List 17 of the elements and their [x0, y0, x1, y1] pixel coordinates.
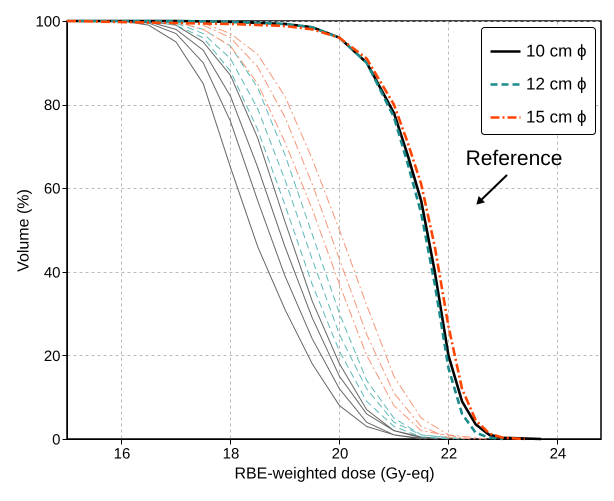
y-tick-label: 40 — [44, 264, 60, 282]
y-tick-label: 80 — [44, 97, 60, 114]
x-axis-title: RBE-weighted dose (Gy-eq) — [234, 466, 435, 482]
x-tick-label: 16 — [114, 446, 130, 462]
y-axis-title: Volume (%) — [15, 189, 32, 272]
annotation: Reference — [466, 147, 562, 170]
legend-label: 10 cm ϕ — [526, 42, 587, 60]
x-tick-label: 24 — [550, 446, 566, 462]
legend-label: 12 cm ϕ — [526, 74, 587, 94]
y-tick-label: 20 — [44, 348, 60, 365]
x-tick-label: 18 — [222, 446, 240, 462]
y-tick-label: 100 — [35, 14, 60, 30]
y-tick-label: 0 — [52, 432, 60, 448]
x-tick-label: 22 — [440, 446, 458, 462]
legend-label: 15 cm ϕ — [526, 108, 587, 126]
x-tick-label: 20 — [332, 446, 348, 462]
y-tick-label: 60 — [44, 180, 60, 198]
